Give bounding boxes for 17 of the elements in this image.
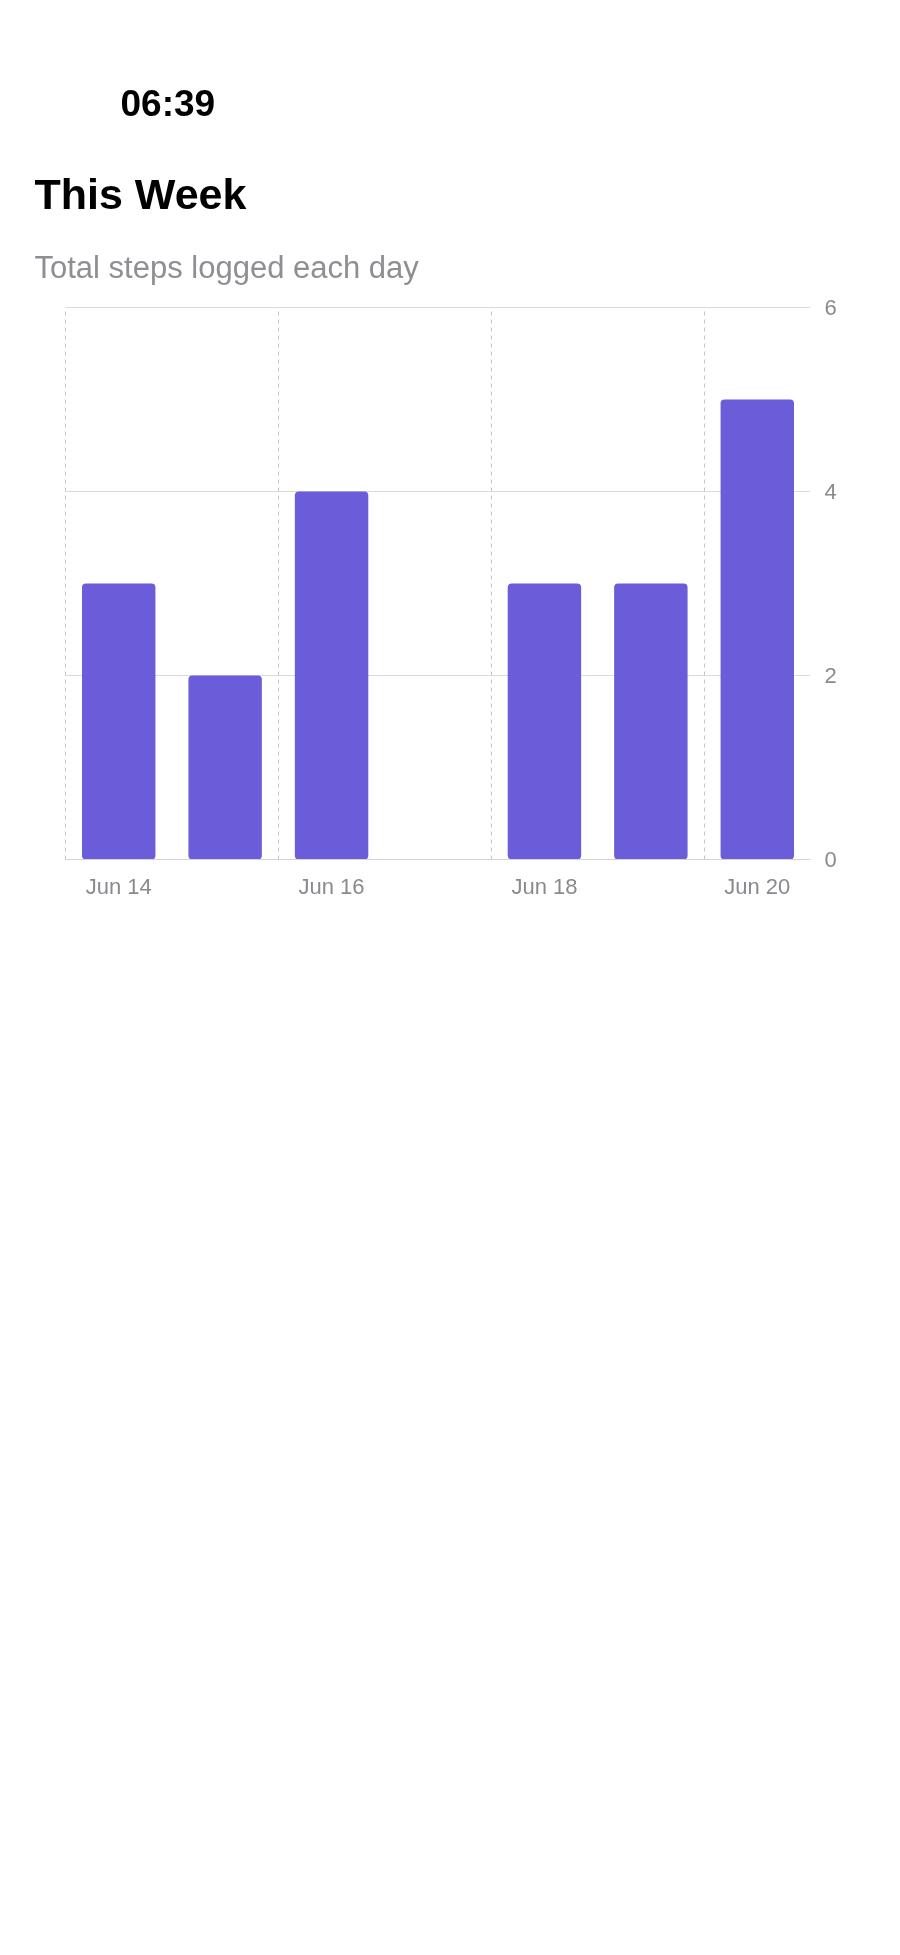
- x-tick-label: Jun 18: [511, 873, 578, 899]
- text: 06:39: [120, 82, 216, 124]
- y-tick-label: 0: [824, 847, 837, 872]
- bar: [188, 675, 262, 860]
- x-tick-label: Jun 16: [298, 873, 365, 899]
- chart-subtitle: Total steps logged each day: [34, 250, 420, 285]
- bar: [720, 399, 794, 860]
- bar: [614, 583, 688, 860]
- chart-title: This Week: [34, 170, 247, 218]
- y-tick-label: 4: [824, 479, 837, 504]
- x-tick-label: Jun 14: [85, 873, 152, 899]
- bar: [82, 583, 156, 860]
- y-tick-label: 2: [824, 663, 837, 688]
- bar: [294, 491, 369, 860]
- y-tick-label: 6: [824, 295, 837, 320]
- x-tick-label: Jun 20: [724, 873, 791, 899]
- bar: [507, 583, 582, 860]
